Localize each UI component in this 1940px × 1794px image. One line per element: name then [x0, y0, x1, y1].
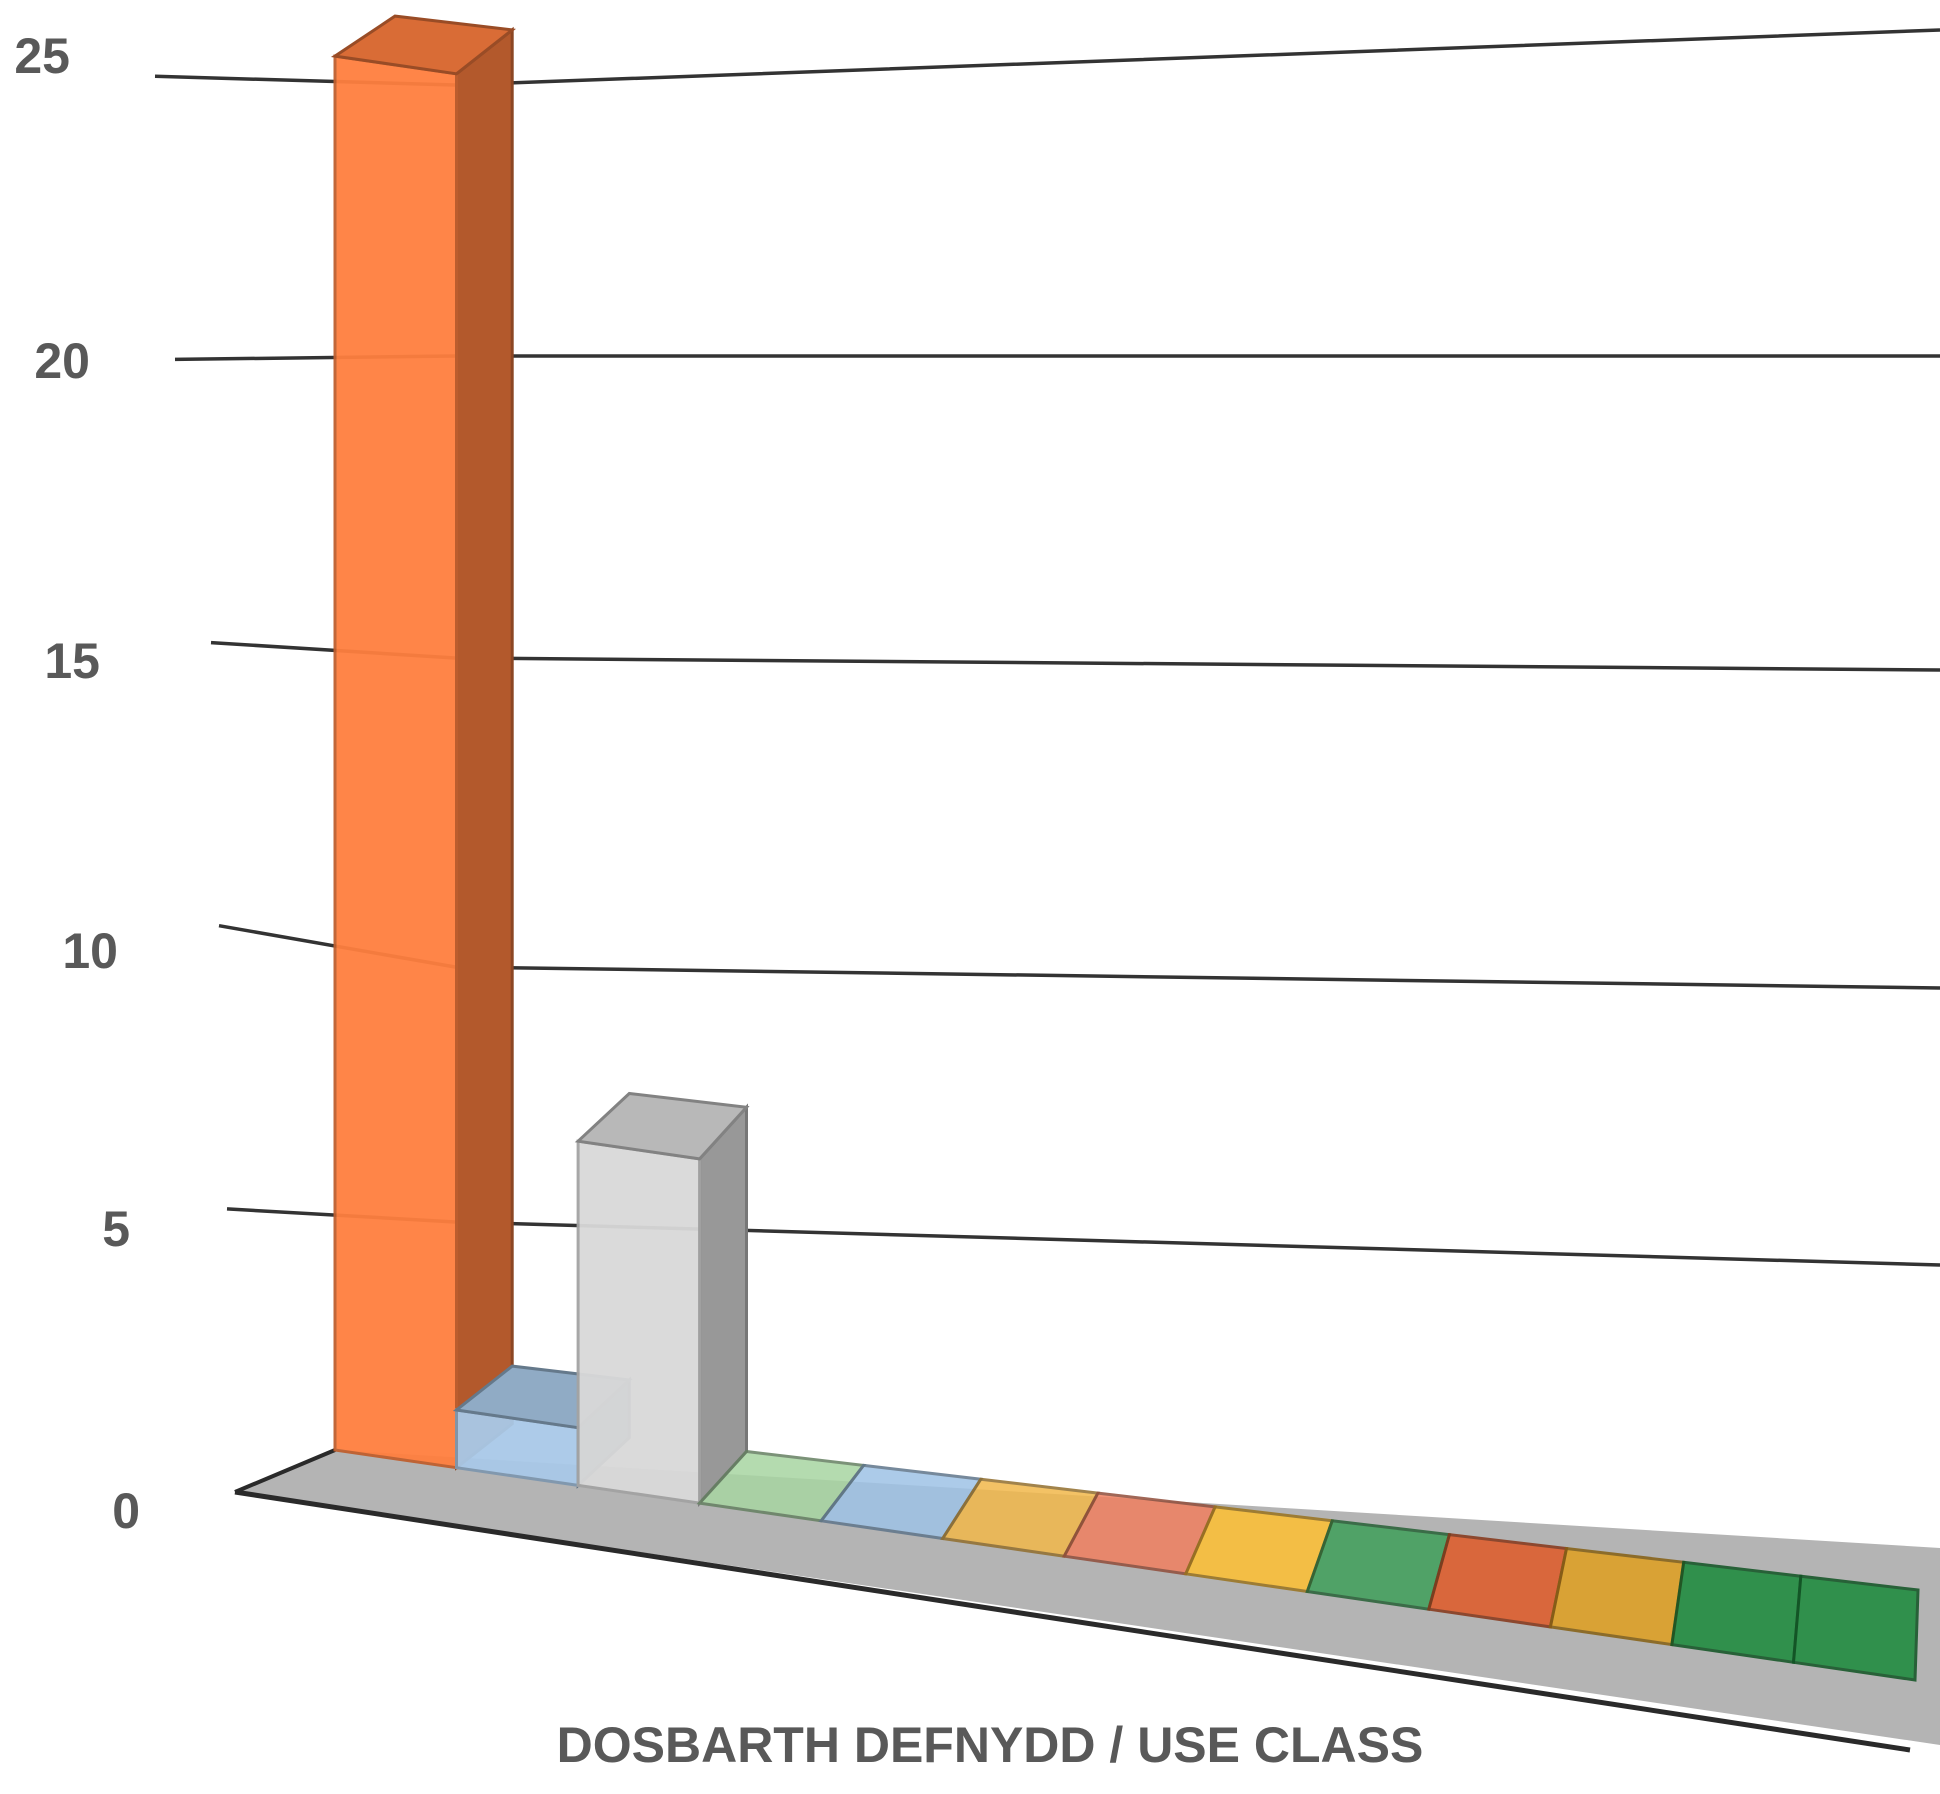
- bar-1-top: [330, 14, 516, 76]
- x-axis-label: DOSBARTH DEFNYDD / USE CLASS: [557, 1717, 1424, 1773]
- y-tick-label-20: 20: [34, 333, 90, 389]
- bar-3-side: [698, 1103, 748, 1507]
- bar-11-base: [1548, 1546, 1686, 1647]
- floor-plate: [235, 1450, 1940, 1745]
- floor-front-edge: [234, 1489, 1911, 1753]
- bar-12: [1670, 1560, 1803, 1665]
- bar-3-top: [574, 1091, 750, 1161]
- y-tick-label-0: 0: [112, 1483, 140, 1539]
- bar-13: [1791, 1574, 1920, 1682]
- bar-12-base: [1670, 1560, 1803, 1665]
- bar-1-front: [333, 54, 458, 1470]
- y-tick-label-10: 10: [62, 923, 118, 979]
- bar-10-base: [1426, 1532, 1569, 1629]
- y-axis-ticks: 0 5 10 15 20 25: [14, 28, 140, 1539]
- chart-floor: [234, 1448, 1940, 1753]
- y-tick-label-25: 25: [14, 28, 70, 84]
- y-tick-label-15: 15: [44, 633, 100, 689]
- bars: [330, 14, 1920, 1682]
- bar-3: [574, 1091, 750, 1507]
- y-tick-label-5: 5: [102, 1201, 130, 1257]
- bar-1: [330, 14, 516, 1471]
- bar-13-base: [1791, 1574, 1920, 1682]
- bar-1-side: [455, 26, 514, 1471]
- bar-9: [1305, 1519, 1452, 1611]
- bar-11: [1548, 1546, 1686, 1647]
- bar-9-base: [1305, 1519, 1452, 1611]
- floor-left-edge: [234, 1448, 336, 1494]
- bar-10: [1426, 1532, 1569, 1629]
- bar-3-front: [576, 1139, 702, 1505]
